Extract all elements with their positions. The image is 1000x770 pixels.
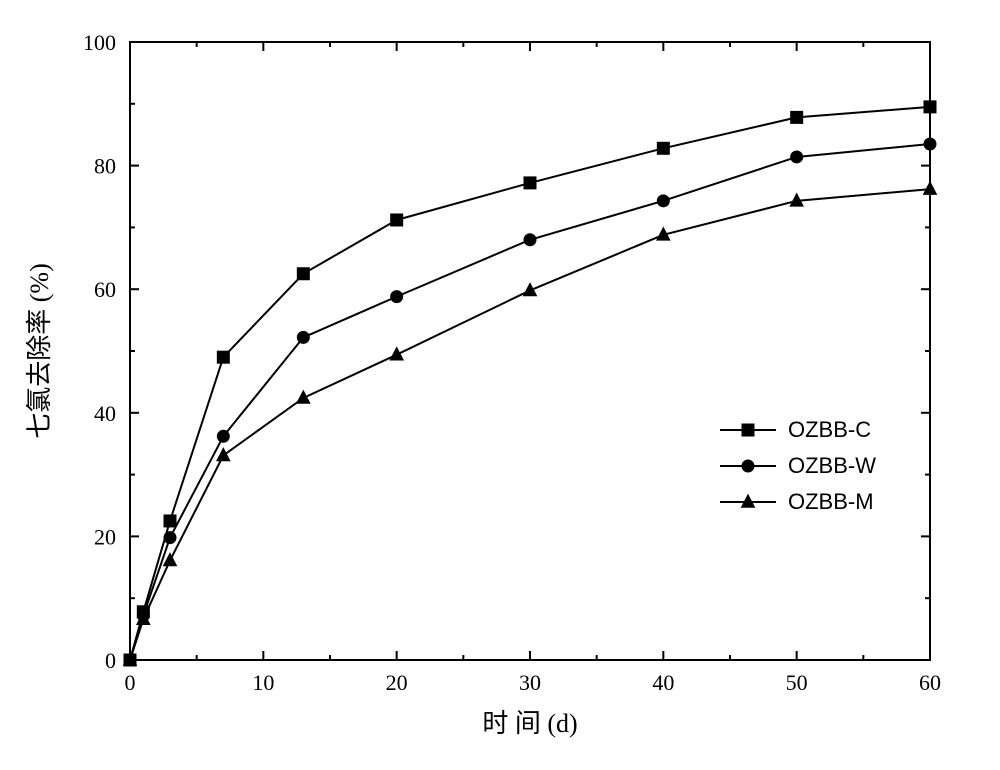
x-axis-label: 时 间 (d) — [482, 709, 577, 738]
x-tick-label: 40 — [652, 670, 674, 695]
x-tick-label: 50 — [786, 670, 808, 695]
legend-label: OZBB-M — [788, 489, 874, 514]
legend-label: OZBB-C — [788, 417, 871, 442]
line-chart: 0 10 20 30 40 50 60 0 20 40 60 80 100 时 间 (d) 七氯去除率 (%… — [0, 0, 1000, 770]
legend-label: OZBB-W — [788, 453, 876, 478]
y-tick-label: 40 — [94, 401, 116, 426]
y-tick-label: 100 — [83, 30, 116, 55]
y-tick-label: 60 — [94, 277, 116, 302]
y-axis-label: 七氯去除率 (%) — [25, 263, 54, 438]
x-tick-label: 30 — [519, 670, 541, 695]
x-tick-label: 0 — [125, 670, 136, 695]
y-tick-label: 80 — [94, 154, 116, 179]
y-tick-label: 20 — [94, 524, 116, 549]
x-tick-label: 60 — [919, 670, 941, 695]
x-tick-label: 20 — [386, 670, 408, 695]
chart-container: 0 10 20 30 40 50 60 0 20 40 60 80 100 时 间 (d) 七氯去除率 (%… — [0, 0, 1000, 770]
x-tick-label: 10 — [252, 670, 274, 695]
y-tick-label: 0 — [105, 648, 116, 673]
